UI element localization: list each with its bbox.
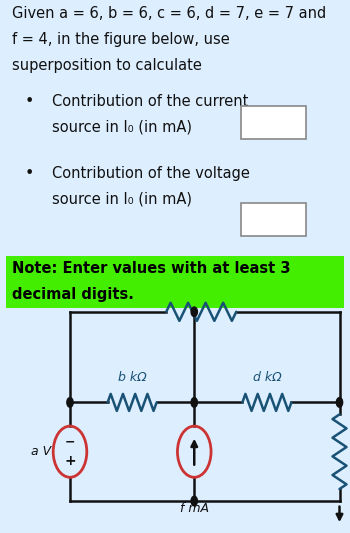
Text: −: − xyxy=(65,435,75,448)
Text: superposition to calculate: superposition to calculate xyxy=(12,58,202,72)
FancyBboxPatch shape xyxy=(241,203,306,236)
Text: d kΩ: d kΩ xyxy=(253,371,281,384)
Text: f = 4, in the figure below, use: f = 4, in the figure below, use xyxy=(12,32,230,47)
FancyBboxPatch shape xyxy=(241,106,306,139)
Text: •: • xyxy=(25,94,34,109)
Text: Contribution of the voltage: Contribution of the voltage xyxy=(52,166,250,181)
Text: Contribution of the current: Contribution of the current xyxy=(52,94,249,109)
Text: a V: a V xyxy=(31,445,51,458)
FancyBboxPatch shape xyxy=(6,256,344,308)
Text: source in I₀ (in mA): source in I₀ (in mA) xyxy=(52,119,192,134)
Text: Note: Enter values with at least 3: Note: Enter values with at least 3 xyxy=(12,261,291,276)
Circle shape xyxy=(67,398,73,407)
Text: +: + xyxy=(64,455,76,469)
Circle shape xyxy=(191,398,197,407)
Text: •: • xyxy=(25,166,34,181)
Text: c kΩ: c kΩ xyxy=(188,279,215,292)
Text: b kΩ: b kΩ xyxy=(118,371,146,384)
Circle shape xyxy=(191,496,197,506)
Circle shape xyxy=(336,398,343,407)
Text: Given a = 6, b = 6, c = 6, d = 7, e = 7 and: Given a = 6, b = 6, c = 6, d = 7, e = 7 … xyxy=(12,6,327,21)
Circle shape xyxy=(191,307,197,317)
Text: source in I₀ (in mA): source in I₀ (in mA) xyxy=(52,192,192,207)
Text: f mA: f mA xyxy=(180,502,209,515)
Text: decimal digits.: decimal digits. xyxy=(12,287,134,302)
